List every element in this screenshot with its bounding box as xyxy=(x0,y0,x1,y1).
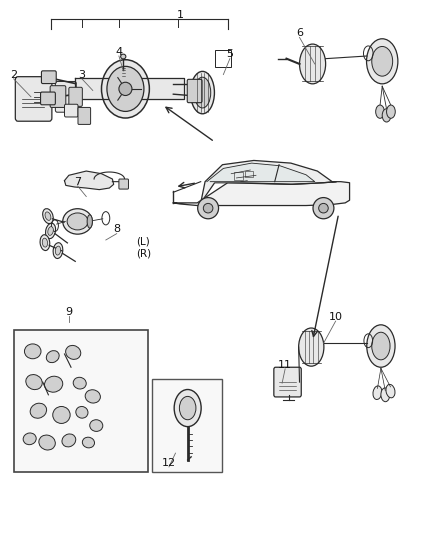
Ellipse shape xyxy=(42,208,53,224)
Ellipse shape xyxy=(174,390,201,426)
Polygon shape xyxy=(201,160,336,203)
FancyBboxPatch shape xyxy=(50,86,66,108)
Ellipse shape xyxy=(382,109,391,122)
Ellipse shape xyxy=(107,66,144,111)
Text: 4: 4 xyxy=(115,47,123,56)
Text: 10: 10 xyxy=(328,312,343,322)
Ellipse shape xyxy=(76,407,88,418)
Ellipse shape xyxy=(386,384,395,398)
Polygon shape xyxy=(207,163,315,182)
Polygon shape xyxy=(75,78,184,100)
FancyBboxPatch shape xyxy=(119,179,128,189)
Ellipse shape xyxy=(46,223,56,239)
FancyBboxPatch shape xyxy=(55,82,76,112)
Text: 9: 9 xyxy=(65,306,72,317)
Ellipse shape xyxy=(120,54,126,59)
Ellipse shape xyxy=(48,227,53,236)
Text: (L): (L) xyxy=(136,236,150,246)
Text: 5: 5 xyxy=(226,50,233,59)
Text: 3: 3 xyxy=(78,70,85,79)
Text: (R): (R) xyxy=(136,249,152,259)
Ellipse shape xyxy=(180,397,196,419)
Text: 6: 6 xyxy=(296,28,303,38)
Polygon shape xyxy=(173,182,350,206)
Ellipse shape xyxy=(319,204,328,213)
Ellipse shape xyxy=(119,82,132,95)
Text: 7: 7 xyxy=(74,176,81,187)
Ellipse shape xyxy=(373,386,382,400)
FancyBboxPatch shape xyxy=(69,87,82,107)
Ellipse shape xyxy=(203,204,213,213)
Ellipse shape xyxy=(367,325,395,367)
Ellipse shape xyxy=(299,328,324,366)
Text: 12: 12 xyxy=(162,458,176,467)
FancyBboxPatch shape xyxy=(15,77,52,121)
Ellipse shape xyxy=(66,345,81,359)
Ellipse shape xyxy=(102,60,149,118)
FancyBboxPatch shape xyxy=(187,79,202,103)
Ellipse shape xyxy=(25,344,41,359)
Ellipse shape xyxy=(39,435,55,450)
Polygon shape xyxy=(64,171,114,190)
Ellipse shape xyxy=(387,105,395,118)
FancyBboxPatch shape xyxy=(42,71,56,84)
Ellipse shape xyxy=(55,246,60,255)
Ellipse shape xyxy=(63,209,92,234)
Ellipse shape xyxy=(67,213,88,230)
Ellipse shape xyxy=(367,39,398,84)
Text: 1: 1 xyxy=(177,10,184,20)
Text: 2: 2 xyxy=(10,70,17,79)
Ellipse shape xyxy=(26,375,42,390)
Ellipse shape xyxy=(300,44,325,84)
Ellipse shape xyxy=(191,71,215,114)
Ellipse shape xyxy=(46,351,59,362)
Ellipse shape xyxy=(85,390,100,403)
Ellipse shape xyxy=(53,407,70,423)
Ellipse shape xyxy=(87,215,92,228)
Text: 8: 8 xyxy=(113,224,120,235)
Ellipse shape xyxy=(53,243,63,259)
Ellipse shape xyxy=(376,105,385,118)
Ellipse shape xyxy=(372,332,390,360)
Ellipse shape xyxy=(62,434,76,447)
FancyBboxPatch shape xyxy=(274,367,301,397)
Ellipse shape xyxy=(73,377,86,389)
Ellipse shape xyxy=(198,198,219,219)
Ellipse shape xyxy=(30,403,46,418)
Ellipse shape xyxy=(23,433,36,445)
Ellipse shape xyxy=(45,212,51,220)
FancyBboxPatch shape xyxy=(41,92,55,105)
Bar xyxy=(152,379,222,472)
Ellipse shape xyxy=(40,235,50,251)
Ellipse shape xyxy=(372,46,392,76)
FancyBboxPatch shape xyxy=(64,104,78,117)
Ellipse shape xyxy=(42,238,48,247)
Ellipse shape xyxy=(82,437,95,448)
Ellipse shape xyxy=(90,419,103,431)
Text: 11: 11 xyxy=(278,360,292,369)
Ellipse shape xyxy=(381,388,390,402)
FancyBboxPatch shape xyxy=(78,108,91,124)
Bar xyxy=(14,330,148,472)
Ellipse shape xyxy=(194,77,211,108)
Ellipse shape xyxy=(313,198,334,219)
Ellipse shape xyxy=(45,376,63,392)
